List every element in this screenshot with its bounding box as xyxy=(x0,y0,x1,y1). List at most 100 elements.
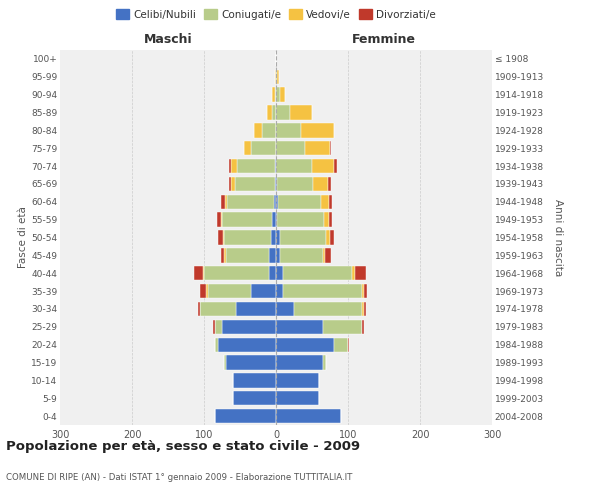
Bar xyxy=(194,266,203,280)
Text: Popolazione per età, sesso e stato civile - 2009: Popolazione per età, sesso e stato civil… xyxy=(6,440,360,453)
Bar xyxy=(269,248,276,262)
Bar xyxy=(283,266,352,280)
Bar xyxy=(278,194,322,209)
Bar xyxy=(301,123,334,138)
Bar xyxy=(348,338,349,352)
Bar xyxy=(274,194,276,209)
Bar xyxy=(208,284,251,298)
Bar xyxy=(269,266,276,280)
Bar xyxy=(221,212,222,227)
Bar xyxy=(275,70,276,84)
Bar xyxy=(233,373,276,388)
Bar xyxy=(325,248,331,262)
Bar xyxy=(221,194,225,209)
Bar xyxy=(226,356,276,370)
Bar xyxy=(254,123,262,138)
Bar xyxy=(294,302,362,316)
Bar xyxy=(276,248,280,262)
Bar xyxy=(276,106,290,120)
Bar xyxy=(277,212,324,227)
Bar xyxy=(262,123,276,138)
Bar xyxy=(229,177,232,191)
Bar xyxy=(275,88,276,102)
Bar xyxy=(305,141,330,156)
Bar xyxy=(276,177,277,191)
Bar xyxy=(233,391,276,406)
Bar xyxy=(276,373,319,388)
Bar xyxy=(276,356,323,370)
Bar xyxy=(329,212,332,227)
Bar xyxy=(236,302,276,316)
Bar xyxy=(215,320,222,334)
Bar xyxy=(224,230,271,244)
Bar xyxy=(277,177,313,191)
Text: COMUNE DI RIPE (AN) - Dati ISTAT 1° gennaio 2009 - Elaborazione TUTTITALIA.IT: COMUNE DI RIPE (AN) - Dati ISTAT 1° genn… xyxy=(6,473,352,482)
Bar xyxy=(224,356,226,370)
Bar xyxy=(227,194,274,209)
Bar xyxy=(200,302,236,316)
Bar xyxy=(276,141,305,156)
Bar xyxy=(280,230,326,244)
Bar xyxy=(312,159,334,173)
Bar xyxy=(235,177,275,191)
Bar xyxy=(322,194,329,209)
Bar xyxy=(276,409,341,423)
Bar xyxy=(328,177,331,191)
Bar xyxy=(276,302,294,316)
Bar xyxy=(232,177,235,191)
Bar xyxy=(229,159,232,173)
Bar xyxy=(276,212,277,227)
Bar xyxy=(276,123,301,138)
Bar xyxy=(280,88,286,102)
Bar xyxy=(215,338,218,352)
Bar xyxy=(283,284,362,298)
Bar xyxy=(251,284,276,298)
Bar xyxy=(215,409,276,423)
Bar xyxy=(222,212,272,227)
Bar xyxy=(276,230,280,244)
Bar xyxy=(198,302,200,316)
Bar xyxy=(352,266,355,280)
Bar xyxy=(330,141,331,156)
Bar xyxy=(217,212,221,227)
Bar xyxy=(224,248,226,262)
Bar xyxy=(329,194,332,209)
Bar xyxy=(364,284,367,298)
Bar xyxy=(280,248,323,262)
Bar xyxy=(276,88,280,102)
Bar xyxy=(276,194,278,209)
Y-axis label: Fasce di età: Fasce di età xyxy=(18,206,28,268)
Text: Maschi: Maschi xyxy=(143,34,193,46)
Bar xyxy=(275,177,276,191)
Bar xyxy=(276,320,323,334)
Bar xyxy=(362,320,364,334)
Bar xyxy=(200,284,206,298)
Bar xyxy=(290,106,312,120)
Bar xyxy=(313,177,328,191)
Bar xyxy=(272,88,275,102)
Bar xyxy=(251,141,276,156)
Bar xyxy=(218,230,223,244)
Bar xyxy=(276,391,319,406)
Bar xyxy=(272,106,276,120)
Bar xyxy=(276,70,277,84)
Bar xyxy=(364,302,366,316)
Bar xyxy=(222,320,276,334)
Bar xyxy=(223,230,224,244)
Bar xyxy=(204,266,269,280)
Bar xyxy=(232,159,237,173)
Bar xyxy=(214,320,215,334)
Bar xyxy=(221,248,224,262)
Bar xyxy=(276,338,334,352)
Bar xyxy=(334,338,348,352)
Bar xyxy=(226,248,269,262)
Bar xyxy=(323,356,326,370)
Legend: Celibi/Nubili, Coniugati/e, Vedovi/e, Divorziati/e: Celibi/Nubili, Coniugati/e, Vedovi/e, Di… xyxy=(112,5,440,24)
Bar xyxy=(277,70,279,84)
Bar xyxy=(362,302,364,316)
Bar xyxy=(355,266,366,280)
Bar xyxy=(272,212,276,227)
Bar xyxy=(218,338,276,352)
Bar xyxy=(334,159,337,173)
Bar xyxy=(324,212,329,227)
